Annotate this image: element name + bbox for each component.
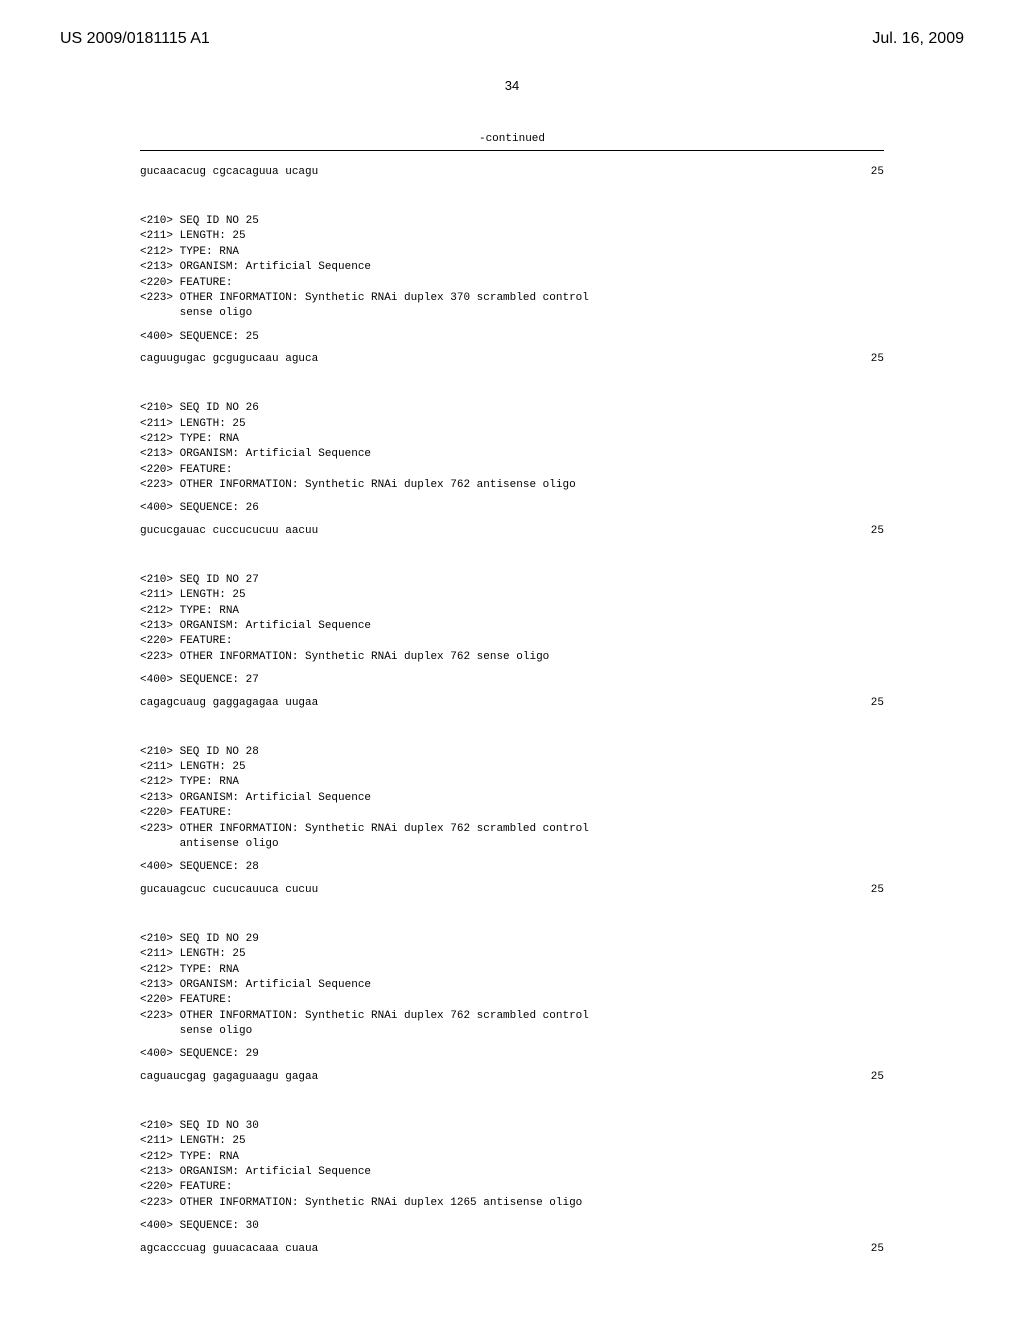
sequence-position: 25: [871, 1243, 884, 1255]
seq-label: <400> SEQUENCE: 26: [60, 501, 964, 516]
sequence-position: 25: [871, 166, 884, 178]
page-header: US 2009/0181115 A1 Jul. 16, 2009: [60, 30, 964, 48]
doc-date: Jul. 16, 2009: [872, 30, 964, 48]
sequence-position: 25: [871, 697, 884, 709]
sequence-position: 25: [871, 353, 884, 365]
sequence-position: 25: [871, 525, 884, 537]
doc-id: US 2009/0181115 A1: [60, 30, 210, 48]
sequence-text: gucucgauac cuccucucuu aacuu: [140, 525, 318, 537]
seq-header-26: <210> SEQ ID NO 26 <211> LENGTH: 25 <212…: [60, 401, 964, 493]
sequence-text: agcacccuag guuacacaaa cuaua: [140, 1243, 318, 1255]
sequence-text: gucaacacug cgcacaguua ucagu: [140, 166, 318, 178]
sequence-text: caguugugac gcgugucaau aguca: [140, 353, 318, 365]
seq-label: <400> SEQUENCE: 25: [60, 330, 964, 345]
sequence-row: caguugugac gcgugucaau aguca 25: [60, 353, 964, 365]
sequence-row: gucauagcuc cucucauuca cucuu 25: [60, 884, 964, 896]
seq-label: <400> SEQUENCE: 29: [60, 1047, 964, 1062]
sequence-position: 25: [871, 884, 884, 896]
sequence-row: agcacccuag guuacacaaa cuaua 25: [60, 1243, 964, 1255]
seq-header-27: <210> SEQ ID NO 27 <211> LENGTH: 25 <212…: [60, 573, 964, 665]
divider-line: [140, 150, 884, 151]
sequence-row: gucucgauac cuccucucuu aacuu 25: [60, 525, 964, 537]
seq-header-29: <210> SEQ ID NO 29 <211> LENGTH: 25 <212…: [60, 932, 964, 1040]
sequence-position: 25: [871, 1071, 884, 1083]
seq-label: <400> SEQUENCE: 28: [60, 860, 964, 875]
sequence-row: cagagcuaug gaggagagaa uugaa 25: [60, 697, 964, 709]
seq-label: <400> SEQUENCE: 27: [60, 673, 964, 688]
sequence-row: gucaacacug cgcacaguua ucagu 25: [60, 166, 964, 178]
seq-header-30: <210> SEQ ID NO 30 <211> LENGTH: 25 <212…: [60, 1119, 964, 1211]
seq-label: <400> SEQUENCE: 30: [60, 1219, 964, 1234]
seq-header-25: <210> SEQ ID NO 25 <211> LENGTH: 25 <212…: [60, 214, 964, 322]
sequence-text: gucauagcuc cucucauuca cucuu: [140, 884, 318, 896]
sequence-text: caguaucgag gagaguaagu gagaa: [140, 1071, 318, 1083]
seq-header-28: <210> SEQ ID NO 28 <211> LENGTH: 25 <212…: [60, 745, 964, 853]
continued-label: -continued: [60, 133, 964, 145]
sequence-text: cagagcuaug gaggagagaa uugaa: [140, 697, 318, 709]
page-number: 34: [60, 78, 964, 93]
sequence-row: caguaucgag gagaguaagu gagaa 25: [60, 1071, 964, 1083]
